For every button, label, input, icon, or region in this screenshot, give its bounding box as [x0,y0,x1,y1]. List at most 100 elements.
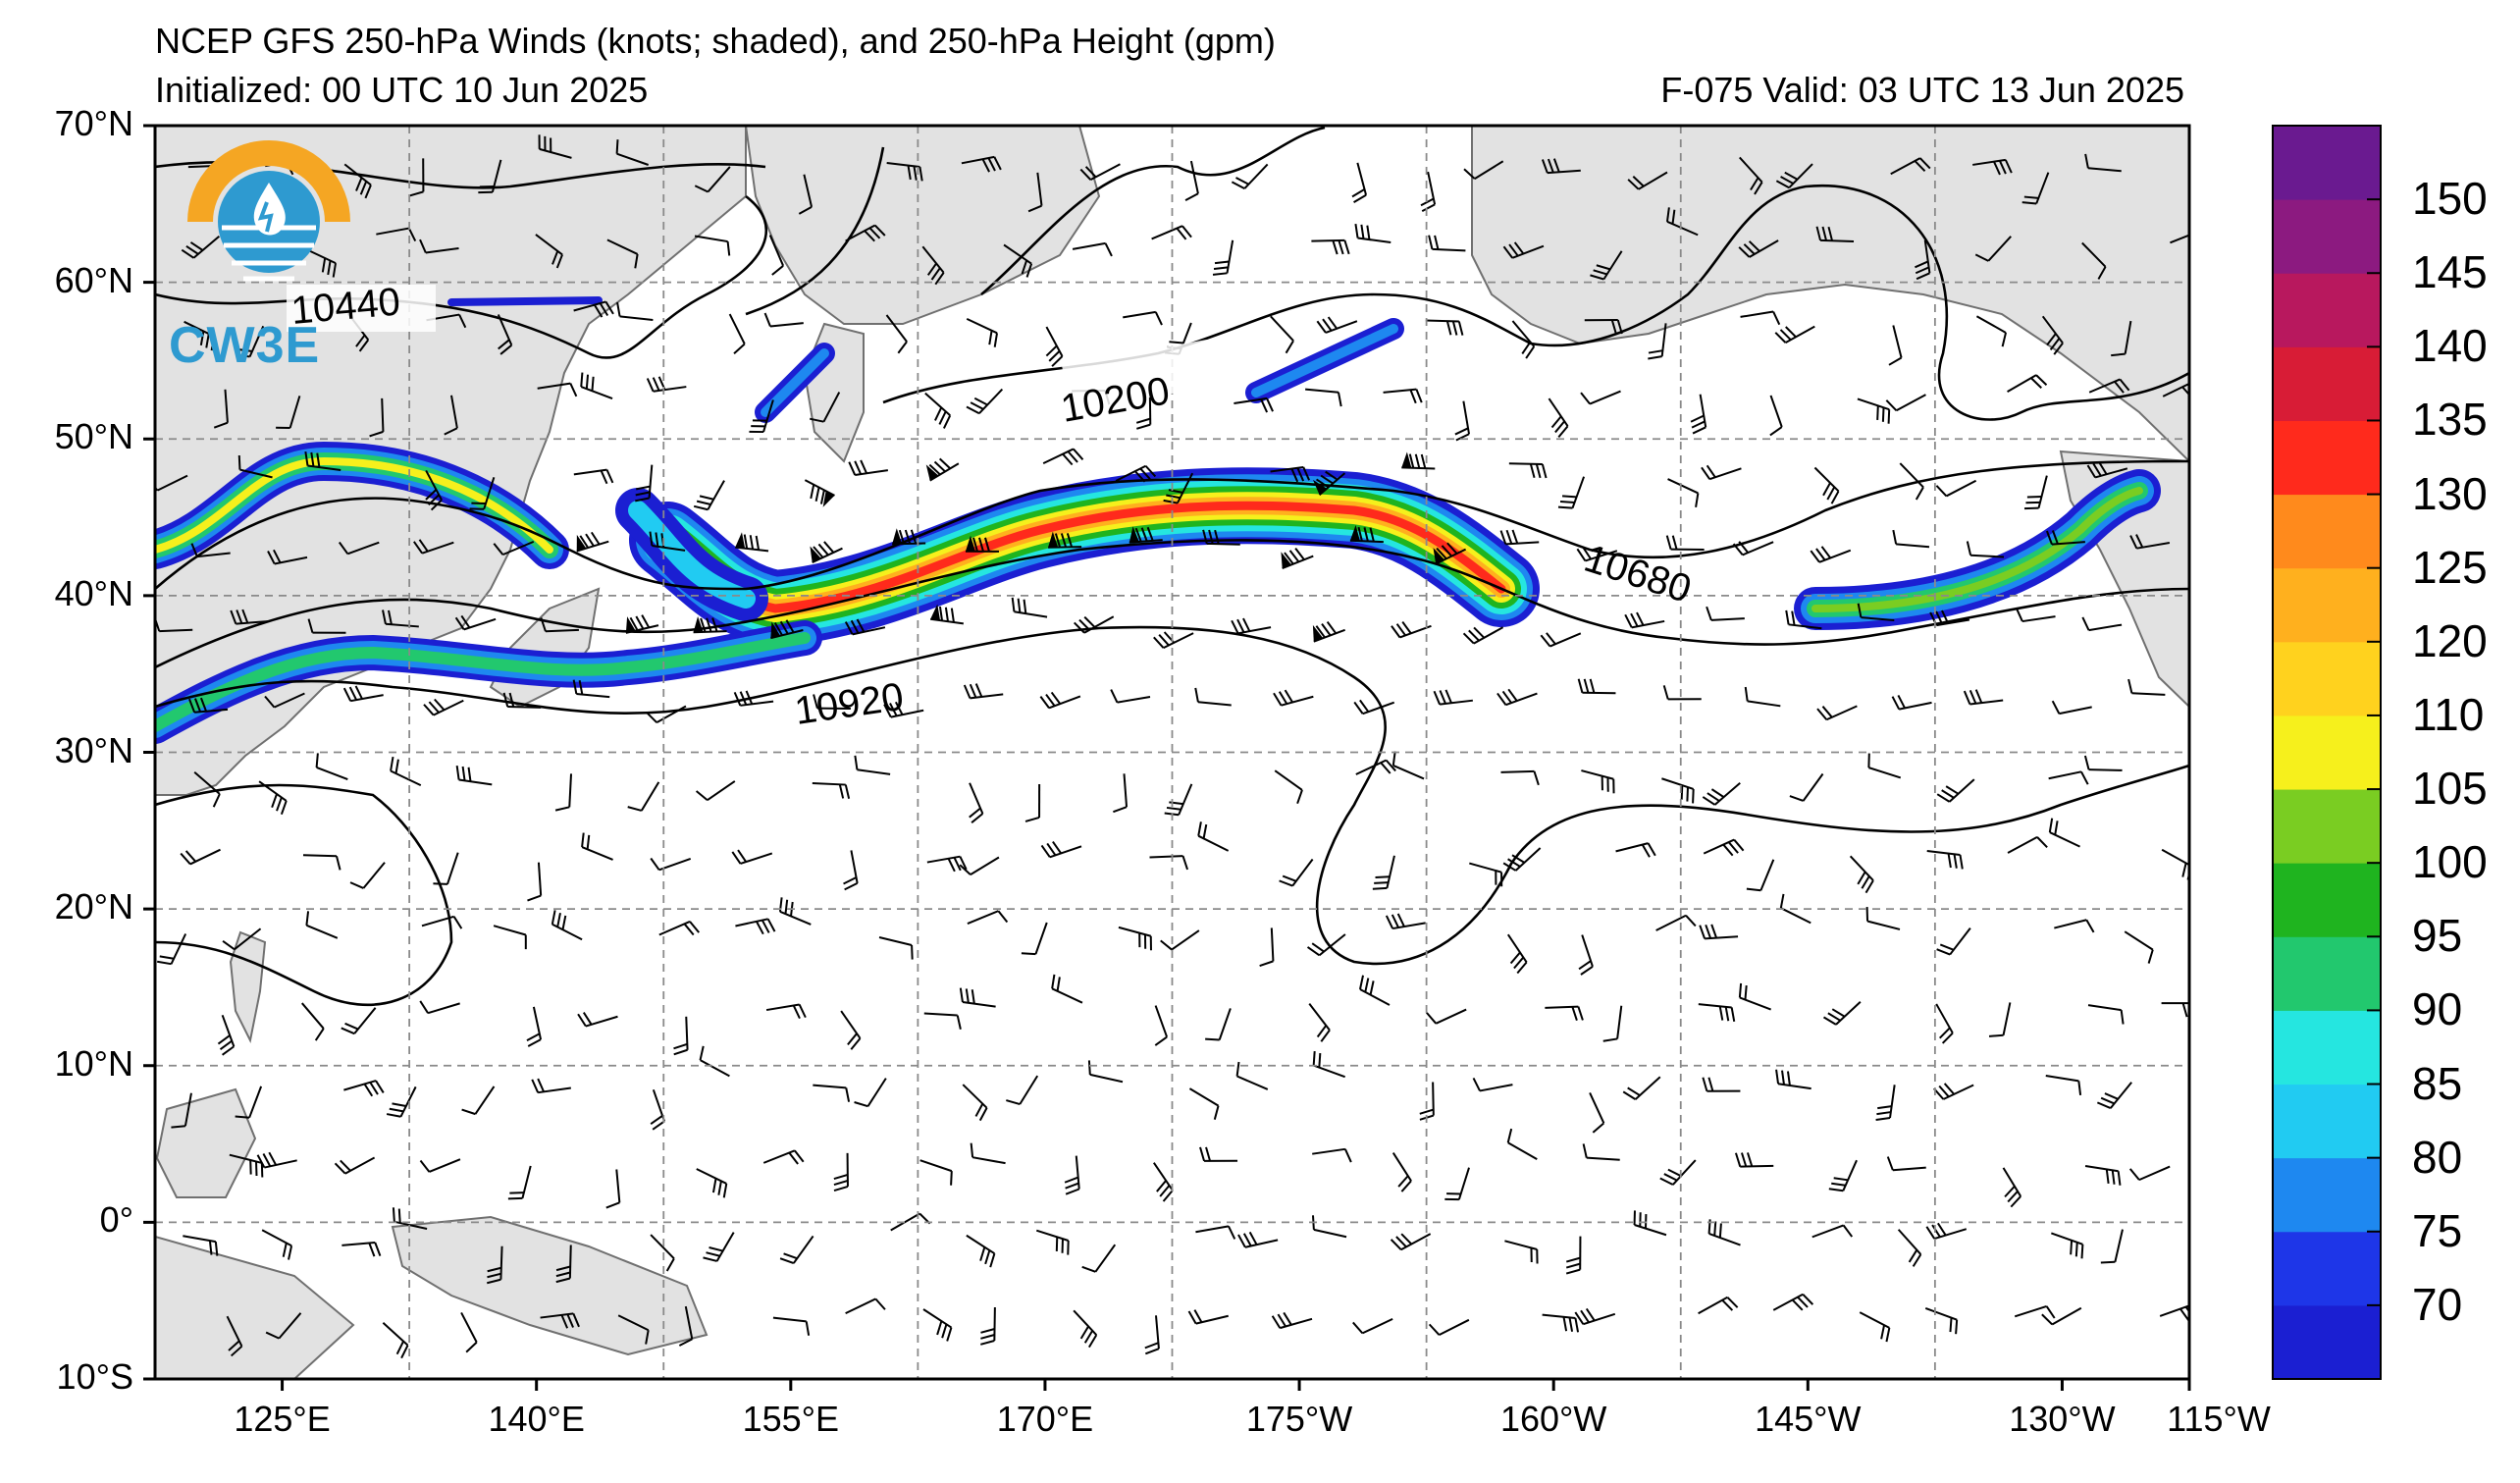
colorbar-segment [2273,1084,2381,1159]
wind-barb [1633,1210,1667,1237]
wind-barb [966,317,999,347]
lat-label: 0° [99,1199,133,1241]
wind-barb [1194,687,1232,707]
colorbar-frame [2272,125,2382,1380]
wind-barb [1231,163,1269,190]
wind-barb [1702,782,1741,806]
wind-barb [2051,700,2092,715]
colorbar-tick-label: 120 [2412,614,2488,666]
wind-barb [538,134,572,159]
wind-barb [235,1086,263,1119]
wind-barb [193,770,221,808]
wind-barb [1849,855,1874,894]
wind-barb [1541,158,1581,175]
wind-barb [1867,753,1902,779]
wind-barb [694,235,731,256]
wind-barb [1789,772,1824,802]
wind-barb [695,780,736,802]
wind-barb [735,918,776,935]
wind-barb [390,756,422,787]
wind-barb [1557,476,1586,509]
wind-barb [2048,818,2080,848]
wind-barb [2083,755,2123,771]
wind-barb [413,539,454,555]
wind-barb [1042,448,1084,466]
wind-barb [878,936,914,960]
wind-barb [540,1312,580,1329]
wind-barb [1305,388,1342,407]
wind-barb [1926,850,1964,870]
wind-barb [1312,1147,1352,1163]
wind-barb [343,163,372,199]
colorbar-segment [2273,1010,2381,1086]
lon-label: 145°W [1755,1399,1862,1439]
wind-barb [1006,1075,1039,1105]
wind-barb [226,1315,243,1357]
wind-barb [1074,615,1115,634]
colorbar-tick-label: 135 [2412,394,2488,446]
wind-barb [650,1234,675,1272]
wind-barb [1144,1315,1160,1355]
wind-barb [1622,1076,1661,1100]
wind-barb [1454,400,1471,442]
wind-barb [673,1016,689,1056]
wind-barb [1584,319,1623,335]
wind-barb [1391,1151,1412,1192]
colorbar-segment [2273,863,2381,937]
wind-barb [966,1234,996,1268]
wind-barb [854,755,891,775]
height-contour [980,126,1326,295]
wind-barb [798,174,814,215]
wind-barb [1231,617,1272,635]
wind-barb [2007,374,2048,393]
wind-barb [845,224,886,242]
wind-barb [1972,158,2013,176]
wind-barb [258,780,288,816]
wind-barb [537,382,578,397]
wind-barb [527,862,543,902]
colorbar-tick-label: 125 [2412,541,2488,593]
wind-barb [772,1316,811,1336]
wind-barb [1205,1008,1232,1041]
wind-barb [635,464,654,503]
colorbar-segment [2273,789,2381,864]
wind-barb [1891,695,1932,711]
wind-barb [1974,236,2012,262]
wind-barb [493,925,527,950]
wind-barb [572,679,610,699]
lon-label: 160°W [1499,1399,1607,1439]
wind-barb [554,773,573,812]
wind-barb [1576,546,1618,562]
colorbar-tick-label: 105 [2412,763,2488,815]
colorbar-tick-label: 110 [2412,688,2485,740]
wind-barb [1270,315,1294,354]
wind-barb [1702,1077,1741,1092]
wind-barb [1655,914,1697,931]
wind-barb [304,451,341,471]
wind-barb [555,1245,572,1284]
wind-barb [1154,1005,1169,1046]
wind-barb [1565,1236,1582,1275]
wind-barb [2050,1232,2084,1259]
wind-barb [1184,160,1199,201]
lon-label: 115°W [2167,1399,2271,1439]
wind-barb [2054,919,2095,933]
wind-barb [1936,927,1971,956]
wind-barb [812,781,851,799]
wind-barb [1545,1005,1584,1021]
wind-barb [1769,395,1783,437]
wind-barb [921,245,945,286]
wind-barb [1040,840,1082,859]
wind-barb [1352,1317,1393,1335]
jet-band [155,632,811,732]
wind-barb [1706,606,1745,621]
wind-barb [1199,1146,1238,1162]
lon-label: 130°W [2009,1399,2116,1439]
wind-barb [763,312,804,328]
wind-barb [813,1084,851,1102]
wind-barb [2002,1167,2022,1208]
wind-barb [1810,546,1852,563]
wind-barb [1024,783,1041,822]
wind-barb [1273,689,1314,707]
wind-barb [1115,464,1157,483]
